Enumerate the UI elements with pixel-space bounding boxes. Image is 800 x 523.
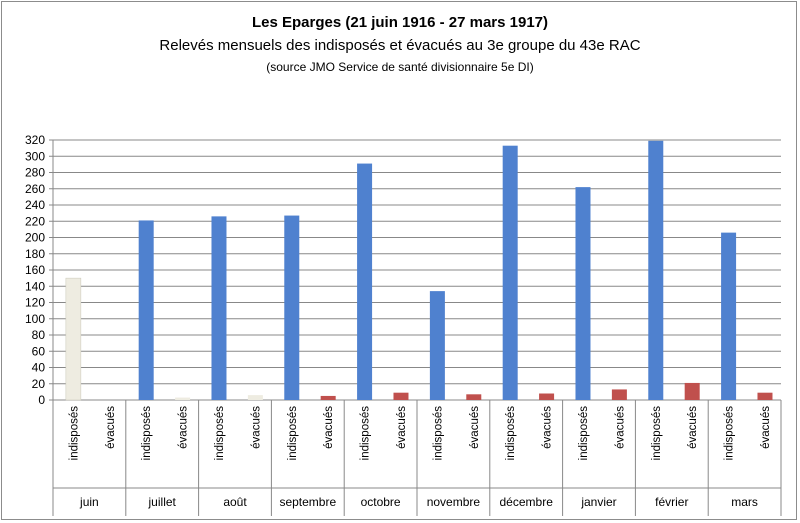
month-label: mars bbox=[731, 495, 758, 509]
series-label-indisposes: indisposés bbox=[141, 406, 153, 461]
series-label-indisposes: indisposés bbox=[360, 406, 372, 461]
bar-indisposes bbox=[357, 163, 373, 400]
series-label-evacues: évacués bbox=[250, 406, 262, 449]
bar-indisposes bbox=[575, 187, 591, 400]
y-tick-label: 300 bbox=[25, 149, 45, 163]
series-label-evacues: évacués bbox=[760, 406, 772, 449]
series-label-evacues: évacués bbox=[105, 406, 117, 449]
chart-subtitle: Relevés mensuels des indisposés et évacu… bbox=[159, 37, 641, 54]
bar-indisposes bbox=[65, 277, 82, 401]
chart-source: (source JMO Service de santé divisionnai… bbox=[266, 60, 534, 74]
series-label-indisposes: indisposés bbox=[432, 406, 444, 461]
y-tick-label: 240 bbox=[25, 198, 45, 212]
y-tick-label: 20 bbox=[32, 377, 46, 391]
y-tick-label: 100 bbox=[25, 312, 45, 326]
month-label: juillet bbox=[148, 495, 177, 509]
chart-title: Les Eparges (21 juin 1916 - 27 mars 1917… bbox=[252, 14, 548, 31]
month-label: décembre bbox=[500, 495, 554, 509]
y-tick-label: 180 bbox=[25, 247, 45, 261]
month-label: août bbox=[223, 495, 247, 509]
y-tick-label: 280 bbox=[25, 166, 45, 180]
series-label-indisposes: indisposés bbox=[578, 406, 590, 461]
series-label-indisposes: indisposés bbox=[505, 406, 517, 461]
y-tick-label: 320 bbox=[25, 133, 45, 147]
y-tick-label: 60 bbox=[32, 344, 46, 358]
month-label: septembre bbox=[279, 495, 336, 509]
bar-evacues bbox=[393, 392, 409, 400]
month-label: novembre bbox=[427, 495, 481, 509]
series-label-evacues: évacués bbox=[542, 406, 554, 449]
y-tick-label: 220 bbox=[25, 214, 45, 228]
series-label-indisposes: indisposés bbox=[651, 406, 663, 461]
series-label-indisposes: indisposés bbox=[68, 406, 80, 461]
series-label-evacues: évacués bbox=[614, 406, 626, 449]
month-label: octobre bbox=[361, 495, 401, 509]
y-tick-label: 140 bbox=[25, 279, 45, 293]
series-label-evacues: évacués bbox=[396, 406, 408, 449]
bar-indisposes bbox=[138, 220, 154, 400]
bar-indisposes bbox=[721, 232, 737, 400]
bar-evacues bbox=[466, 394, 482, 400]
y-tick-label: 80 bbox=[32, 328, 46, 342]
bar-indisposes bbox=[502, 145, 518, 400]
series-label-evacues: évacués bbox=[469, 406, 481, 449]
series-label-indisposes: indisposés bbox=[214, 406, 226, 461]
series-label-indisposes: indisposés bbox=[724, 406, 736, 461]
bar-indisposes bbox=[211, 216, 227, 400]
bar-indisposes bbox=[429, 291, 445, 400]
y-tick-label: 40 bbox=[32, 361, 46, 375]
bar-evacues bbox=[539, 393, 555, 400]
month-label: juin bbox=[79, 495, 99, 509]
y-tick-label: 260 bbox=[25, 182, 45, 196]
month-label: janvier bbox=[580, 495, 616, 509]
series-label-evacues: évacués bbox=[687, 406, 699, 449]
series-label-evacues: évacués bbox=[323, 406, 335, 449]
bar-evacues bbox=[247, 395, 263, 400]
bar-evacues bbox=[175, 397, 191, 400]
month-label: février bbox=[655, 495, 688, 509]
bar-indisposes bbox=[284, 215, 300, 400]
bar-evacues bbox=[611, 389, 627, 400]
y-tick-label: 200 bbox=[25, 231, 45, 245]
bar-evacues bbox=[757, 392, 773, 400]
y-tick-label: 120 bbox=[25, 296, 45, 310]
series-label-evacues: évacués bbox=[178, 406, 190, 449]
y-tick-label: 0 bbox=[38, 393, 45, 407]
bar-evacues bbox=[320, 395, 336, 400]
series-label-indisposes: indisposés bbox=[287, 406, 299, 461]
bar-indisposes bbox=[648, 140, 664, 400]
y-tick-label: 160 bbox=[25, 263, 45, 277]
bar-evacues bbox=[684, 382, 700, 400]
